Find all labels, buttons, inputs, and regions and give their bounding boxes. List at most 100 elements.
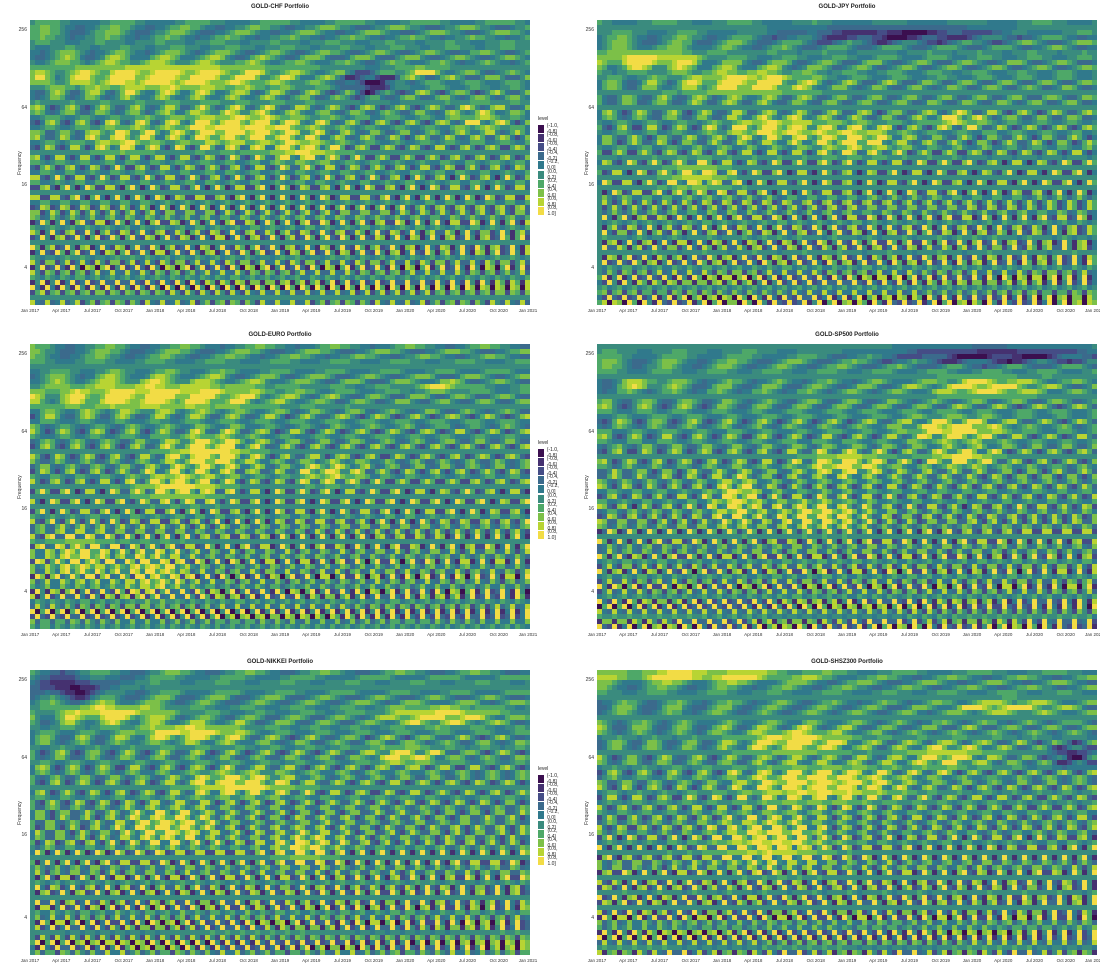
heatmap-cell (495, 155, 500, 160)
heatmap-cell (285, 85, 290, 90)
heatmap-cell (100, 130, 105, 135)
heatmap-cell (35, 155, 40, 160)
heatmap-cell (315, 255, 320, 260)
heatmap-cell (70, 130, 75, 135)
heatmap-cell (95, 125, 100, 130)
heatmap-cell (100, 220, 105, 225)
heatmap-cell (345, 170, 350, 175)
heatmap-cell (475, 215, 480, 220)
heatmap-cell (330, 150, 335, 155)
heatmap-cell (380, 140, 385, 145)
heatmap-cell (175, 240, 180, 245)
heatmap-cell (175, 185, 180, 190)
heatmap-cell (515, 50, 520, 55)
heatmap-cell (95, 120, 100, 125)
heatmap-cell (305, 210, 310, 215)
heatmap-cell (105, 100, 110, 105)
heatmap-cell (315, 190, 320, 195)
heatmap-cell (100, 50, 105, 55)
heatmap-cell (85, 35, 90, 40)
heatmap-cell (345, 195, 350, 200)
heatmap-cell (130, 120, 135, 125)
heatmap-cell (525, 225, 530, 230)
heatmap-cell (400, 145, 405, 150)
heatmap-cell (140, 155, 145, 160)
heatmap-cell (435, 260, 440, 265)
heatmap-cell (280, 110, 285, 115)
heatmap-cell (520, 195, 525, 200)
heatmap-cell (220, 110, 225, 115)
heatmap-cell (285, 55, 290, 60)
heatmap-cell (515, 70, 520, 75)
heatmap-cell (245, 35, 250, 40)
heatmap-cell (270, 175, 275, 180)
heatmap-cell (140, 240, 145, 245)
heatmap-cell (35, 255, 40, 260)
heatmap-cell (500, 30, 505, 35)
heatmap-cell (180, 135, 185, 140)
heatmap-cell (140, 35, 145, 40)
heatmap-cell (420, 65, 425, 70)
heatmap-cell (470, 70, 475, 75)
heatmap-cell (505, 230, 510, 235)
heatmap-cell (380, 110, 385, 115)
heatmap-cell (330, 250, 335, 255)
heatmap-cell (130, 205, 135, 210)
heatmap-cell (125, 50, 130, 55)
heatmap-cell (405, 35, 410, 40)
heatmap-cell (280, 105, 285, 110)
heatmap-cell (445, 210, 450, 215)
heatmap-cell (250, 75, 255, 80)
heatmap-cell (400, 160, 405, 165)
heatmap-cell (145, 195, 150, 200)
heatmap-cell (415, 85, 420, 90)
heatmap-cell (30, 195, 35, 200)
heatmap-cell (410, 215, 415, 220)
heatmap-cell (75, 30, 80, 35)
heatmap-cell (445, 180, 450, 185)
heatmap-cell (190, 210, 195, 215)
heatmap-cell (525, 255, 530, 260)
heatmap-cell (210, 200, 215, 205)
heatmap-cell (65, 45, 70, 50)
heatmap-cell (385, 255, 390, 260)
heatmap-cell (485, 260, 490, 265)
heatmap-cell (440, 215, 445, 220)
heatmap-cell (515, 250, 520, 255)
heatmap-cell (90, 115, 95, 120)
heatmap-cell (75, 35, 80, 40)
heatmap-cell (310, 190, 315, 195)
heatmap-cell (300, 155, 305, 160)
heatmap-cell (315, 215, 320, 220)
heatmap-cell (330, 100, 335, 105)
heatmap-cell (165, 95, 170, 100)
heatmap-cell (355, 140, 360, 145)
heatmap-cell (50, 120, 55, 125)
heatmap-cell (325, 40, 330, 45)
heatmap-cell (65, 155, 70, 160)
heatmap-cell (180, 40, 185, 45)
heatmap-cell (340, 45, 345, 50)
heatmap-cell (340, 220, 345, 225)
heatmap-cell (60, 120, 65, 125)
heatmap-cell (215, 175, 220, 180)
heatmap-cell (470, 190, 475, 195)
heatmap-cell (410, 225, 415, 230)
heatmap-cell (380, 225, 385, 230)
heatmap-cell (260, 135, 265, 140)
heatmap-cell (215, 190, 220, 195)
heatmap-cell (365, 225, 370, 230)
heatmap-cell (525, 120, 530, 125)
heatmap-cell (255, 125, 260, 130)
heatmap-cell (235, 55, 240, 60)
heatmap-cell (105, 185, 110, 190)
heatmap-cell (70, 160, 75, 165)
heatmap-cell (425, 235, 430, 240)
heatmap-cell (170, 170, 175, 175)
heatmap-cell (350, 220, 355, 225)
heatmap-cell (155, 155, 160, 160)
heatmap-cell (460, 185, 465, 190)
heatmap-cell (425, 60, 430, 65)
heatmap-cell (520, 75, 525, 80)
heatmap-cell (435, 135, 440, 140)
